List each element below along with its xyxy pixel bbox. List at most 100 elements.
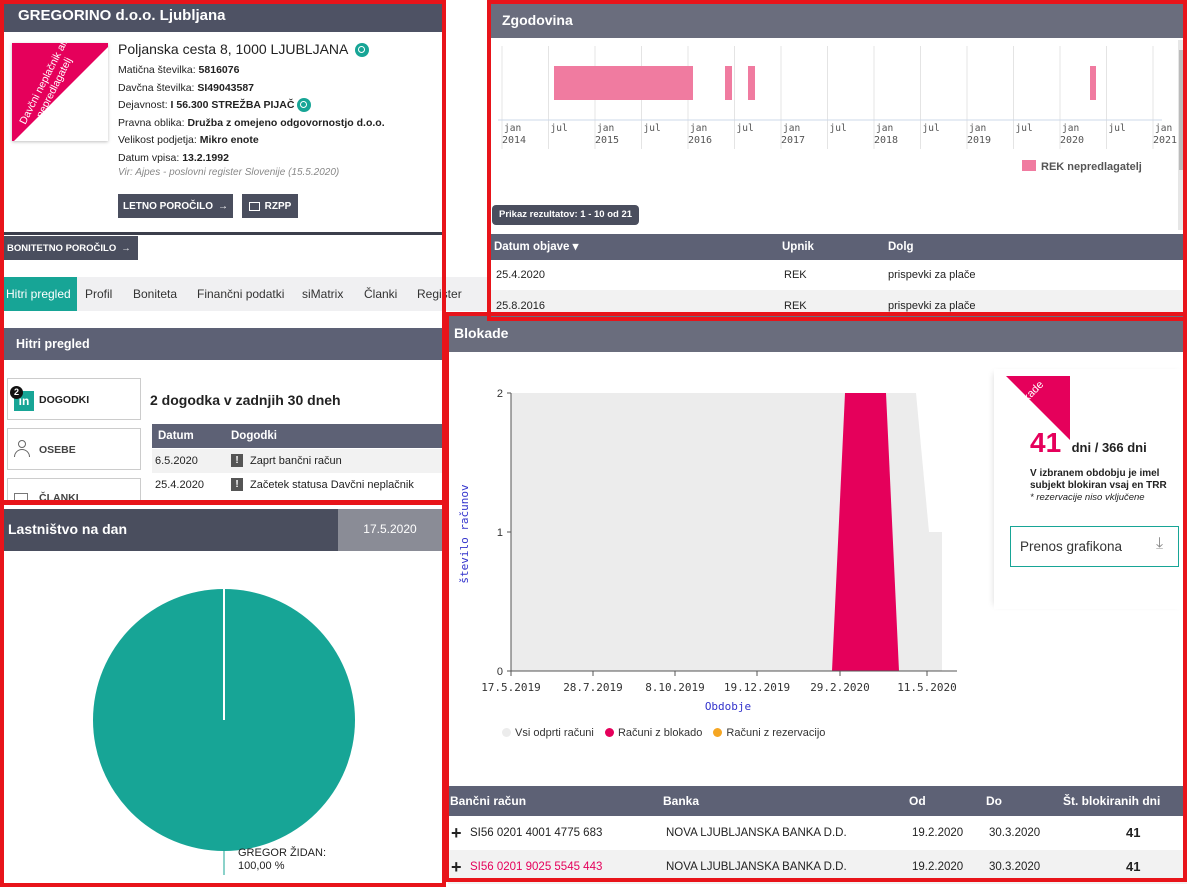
legend-item-blokada[interactable]: Računi z blokado (604, 727, 702, 739)
hitri-side-dogodki[interactable]: in 2 DOGODKI (7, 378, 141, 420)
results-count: Prikaz rezultatov: 1 - 10 od 21 (492, 205, 640, 225)
y-tick-label: 2 (497, 388, 503, 400)
printer-icon (248, 201, 260, 211)
event-row[interactable]: 25.4.2020 ! Začetek statusa Davčni nepla… (155, 478, 414, 491)
x-tick-label: 29.2.2020 (810, 681, 870, 694)
blocked-days: 41 (1030, 427, 1062, 458)
tab-simatrix[interactable]: siMatrix (302, 287, 344, 301)
col-dogodki: Dogodki (231, 430, 277, 442)
blokade-note: * rezervacije niso vključene (1030, 492, 1145, 503)
field-maticna: Matična številka: 5816076 (118, 64, 240, 76)
x-tick-label: 17.5.2019 (481, 681, 541, 694)
map-search-icon[interactable] (355, 43, 370, 58)
source-note: Vir: Ajpes - poslovni register Slovenije… (118, 167, 340, 178)
clanki-label: ČLANKI (39, 492, 79, 504)
alert-icon: ! (231, 454, 243, 467)
col-do: Do (986, 794, 1002, 808)
lastnistvo-panel: Lastništvo na dan 17.5.2020 GREGOR ŽIDAN… (0, 505, 446, 890)
timeline-tick-label: jul (923, 123, 940, 134)
ownership-pie (93, 589, 355, 875)
blokade-desc: V izbranem obdobju je imel subjekt bloki… (1030, 468, 1167, 491)
blokade-header: Blokade (448, 316, 1187, 352)
col-blokirani-dni: Št. blokiranih dni (1063, 794, 1161, 808)
timeline-tick-label: jan (597, 123, 614, 134)
zgodovina-header: Zgodovina (490, 4, 1187, 38)
lastnistvo-date[interactable]: 17.5.2020 (338, 509, 442, 551)
timeline-tick-label: jul (830, 123, 847, 134)
tab-clanki[interactable]: Članki (364, 287, 398, 301)
x-tick-label: 11.5.2020 (897, 681, 957, 694)
col-datum-objave[interactable]: Datum objave ▾ (494, 241, 579, 253)
blokade-panel: Blokade 0 1 2 17.5.2019 28.7.2019 8.10.2019 19… (448, 314, 1187, 890)
article-icon (14, 493, 28, 503)
rzpp-button[interactable]: RZPP (242, 194, 298, 218)
lastnistvo-title: Lastništvo na dan (8, 521, 128, 537)
hitri-side-osebe[interactable]: OSEBE (7, 428, 141, 470)
col-upnik: Upnik (782, 241, 814, 253)
y-tick-label: 1 (497, 527, 503, 539)
field-datum-vpisa: Datum vpisa: 13.2.1992 (118, 151, 229, 164)
col-dolg: Dolg (888, 241, 914, 253)
table-row[interactable]: 25.4.2020 REK prispevki za plače (496, 269, 976, 281)
timeline-tick-label: jul (551, 123, 568, 134)
legend-dot-rezervacija (713, 728, 723, 737)
legend-swatch (1022, 160, 1036, 171)
x-tick-label: 8.10.2019 (645, 681, 705, 694)
activity-search-icon[interactable] (297, 98, 312, 113)
field-velikost: Velikost podjetja: Mikro enote (118, 134, 259, 146)
expand-icon[interactable]: + (451, 857, 462, 877)
timeline-bar (1090, 66, 1096, 100)
tab-boniteta[interactable]: Boniteta (133, 287, 178, 301)
hitri-side-clanki[interactable]: ČLANKI (7, 478, 141, 504)
company-panel: GREGORINO d.o.o. Ljubljana Davčni neplač… (0, 0, 446, 236)
timeline-tick-label: jul (737, 123, 754, 134)
y-tick-label: 0 (497, 666, 503, 678)
zgodovina-timeline: jan jul jan jul jan jul jan jul jan jul jan jul jan j… (498, 46, 1177, 149)
company-name: GREGORINO d.o.o. Ljubljana (0, 0, 446, 32)
table-row[interactable]: + SI56 0201 9025 5545 443 NOVA LJUBLJANS… (448, 850, 1187, 884)
timeline-year-label: 2020 (1060, 135, 1084, 146)
timeline-year-label: 2017 (781, 135, 805, 146)
status-badge: Davčni neplačnik ali nepredlagatelj (12, 43, 108, 141)
blokade-badge (1006, 376, 1070, 440)
blokade-table-header: Bančni račun Banka Od Do Št. blokiranih … (448, 786, 1187, 816)
timeline-bar (554, 66, 693, 100)
timeline-bar (748, 66, 755, 100)
tab-financni-podatki[interactable]: Finančni podatki (197, 287, 285, 301)
timeline-tick-label: jan (969, 123, 986, 134)
events-table-header: Datum Dogodki (152, 424, 442, 448)
timeline-year-label: 2021 (1153, 135, 1177, 146)
legend-dot-vsi (502, 728, 511, 737)
timeline-tick-label: jan (690, 123, 707, 134)
x-tick-label: 28.7.2019 (563, 681, 623, 694)
hitri-pregled-header: Hitri pregled (4, 328, 444, 360)
legend-item-rezervacija[interactable]: Računi z rezervacijo (713, 727, 825, 739)
bonitetno-porocilo-button[interactable]: BONITETNO POROČILO → (0, 236, 138, 260)
legend-item-vsi[interactable]: Vsi odprti računi (502, 727, 594, 739)
blocked-days-text: dni / 366 dni (1071, 440, 1147, 455)
event-row[interactable]: 6.5.2020 ! Zaprt bančni račun (152, 449, 442, 473)
timeline-tick-label: jan (1155, 123, 1172, 134)
timeline-tick-label: jan (876, 123, 893, 134)
area-vsi-odprti-racuni (511, 393, 942, 671)
tab-profil[interactable]: Profil (85, 287, 113, 301)
timeline-bar (725, 66, 732, 100)
field-pravna-oblika: Pravna oblika: Družba z omejeno odgovorn… (118, 116, 385, 129)
timeline-year-label: 2019 (967, 135, 991, 146)
zgodovina-legend: REK nepredlagatelj (1022, 160, 1142, 173)
table-row[interactable]: + SI56 0201 4001 4775 683 NOVA LJUBLJANS… (448, 816, 1187, 850)
download-chart-button[interactable]: Prenos grafikona ⤓ (1010, 526, 1179, 567)
timeline-tick-label: jul (644, 123, 661, 134)
timeline-year-label: 2018 (874, 135, 898, 146)
expand-icon[interactable]: + (451, 823, 462, 843)
letno-porocilo-button[interactable]: LETNO POROČILO → (118, 194, 233, 218)
tab-hitri-pregled[interactable]: Hitri pregled (0, 277, 77, 311)
timeline-tick-label: jan (783, 123, 800, 134)
scrollbar[interactable] (1178, 40, 1187, 230)
alert-icon: ! (231, 478, 243, 491)
timeline-year-label: 2015 (595, 135, 619, 146)
tab-register[interactable]: Register (417, 287, 462, 301)
zgodovina-panel: Zgodovina jan jul jan jul jan jul jan jul jan jul… (490, 0, 1187, 320)
pie-label: GREGOR ŽIDAN: 100,00 % (238, 847, 327, 872)
blokade-chart: 0 1 2 17.5.2019 28.7.2019 8.10.2019 19.12.2019… (458, 388, 957, 713)
